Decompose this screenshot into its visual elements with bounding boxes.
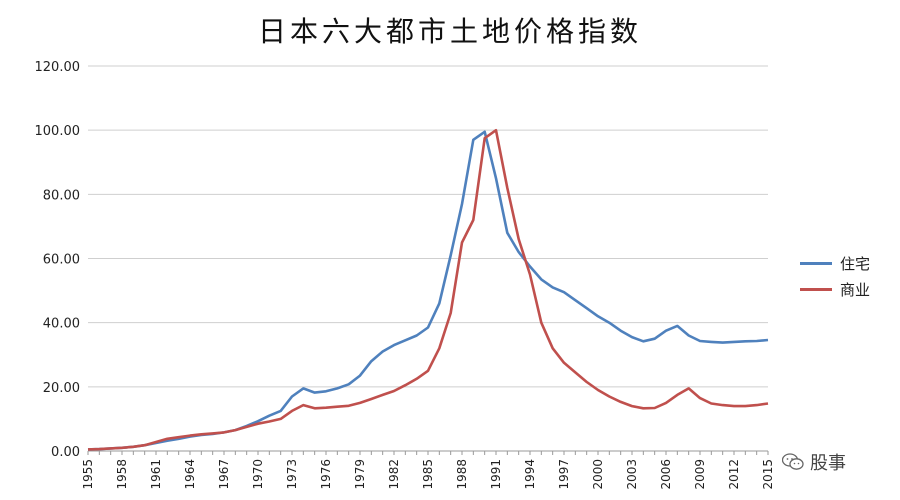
legend-item-residential: 住宅 [800,250,870,276]
x-tick-label: 1973 [285,459,299,490]
x-tick-label: 2015 [761,459,775,490]
y-tick-label: 80.00 [43,188,80,203]
series-lines [87,128,769,451]
series-line-commercial [87,128,769,451]
y-tick-label: 60.00 [43,253,80,268]
y-tick-label: 0.00 [51,445,80,460]
x-tick-label: 1988 [455,459,469,490]
x-tick-label: 1991 [489,459,503,490]
legend-label-commercial: 商业 [840,280,871,299]
x-tick-label: 1964 [183,459,197,490]
wechat-icon [782,453,804,470]
x-tick-label: 1976 [319,459,333,490]
x-tick-label: 1982 [387,459,401,490]
gridlines [88,65,768,388]
x-tick-label: 1970 [251,459,265,490]
watermark-text: 股事 [810,453,846,474]
legend-swatch-commercial [800,287,832,291]
x-tick-label: 1961 [149,459,163,490]
x-tick-label: 1979 [353,459,367,490]
x-tick-label: 1967 [217,459,231,490]
axes [87,450,769,455]
x-tick-label: 1994 [523,459,537,490]
watermark: 股事 [782,449,846,475]
y-tick-labels: 0.00 20.00 40.00 60.00 80.00 100.00 120.00 [35,60,81,460]
x-tick-label: 1985 [421,459,435,490]
x-tick-labels: 1955 1958 1961 1964 1967 1970 1973 1976 1979 1982… [81,459,775,490]
x-tick-label: 2012 [727,459,741,490]
legend-item-commercial: 商业 [800,276,870,302]
legend: 住宅 商业 [800,250,870,302]
legend-label-residential: 住宅 [840,254,871,273]
legend-swatch-residential [800,261,832,265]
y-tick-label: 120.00 [35,60,81,75]
x-tick-label: 2000 [591,459,605,490]
x-tick-label: 2003 [625,459,639,490]
y-tick-label: 20.00 [43,381,80,396]
x-tick-label: 1997 [557,459,571,490]
x-tick-label: 1955 [81,459,95,490]
x-tick-label: 2009 [693,459,707,490]
y-tick-label: 40.00 [43,317,80,332]
x-tick-label: 1958 [115,459,129,490]
x-tick-label: 2006 [659,459,673,490]
chart-title: 日本六大都市土地价格指数 [257,15,642,48]
y-tick-label: 100.00 [35,124,81,139]
